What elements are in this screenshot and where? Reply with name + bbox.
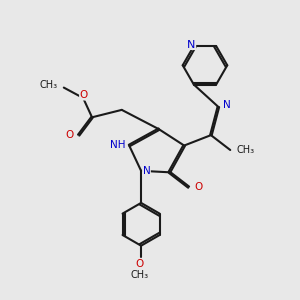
Text: O: O [136, 259, 144, 269]
Text: CH₃: CH₃ [39, 80, 57, 90]
Text: O: O [194, 182, 202, 192]
Text: CH₃: CH₃ [130, 270, 149, 280]
Text: N: N [142, 166, 150, 176]
Text: O: O [80, 90, 88, 100]
Text: CH₃: CH₃ [237, 145, 255, 155]
Text: NH: NH [110, 140, 126, 150]
Text: N: N [223, 100, 231, 110]
Text: N: N [187, 40, 196, 50]
Text: O: O [65, 130, 73, 140]
